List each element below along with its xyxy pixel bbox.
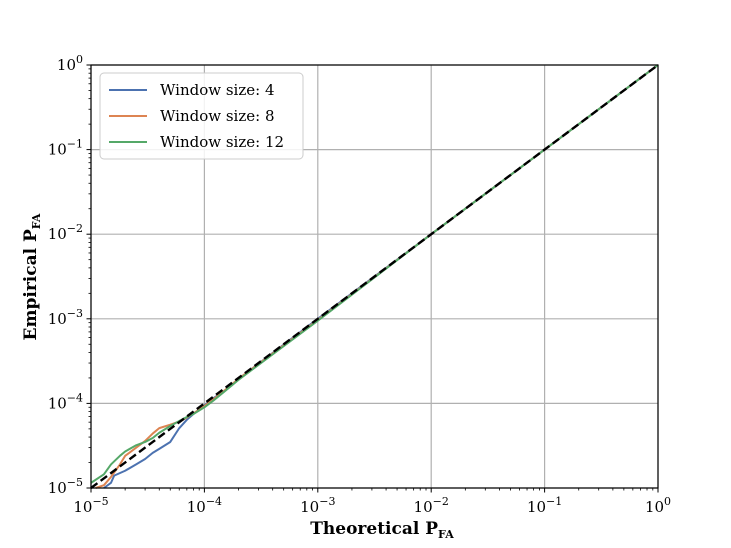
x-tick-label: 10−1 — [527, 495, 562, 516]
y-tick-label: 10−5 — [48, 476, 83, 497]
x-tick-label: 10−5 — [73, 495, 108, 516]
y-axis-title-sub: FA — [30, 213, 43, 229]
legend-box — [99, 72, 304, 160]
x-tick-label-exponent: −3 — [319, 495, 335, 508]
y-tick-label-base: 10 — [48, 479, 67, 497]
x-tick-label-base: 10 — [527, 498, 546, 516]
y-tick-label-exponent: −4 — [67, 391, 83, 404]
axes-border — [90, 64, 659, 489]
x-tick-label-base: 10 — [414, 498, 433, 516]
x-axis-title-base: Theoretical P — [310, 519, 438, 539]
x-tick-label-base: 10 — [645, 498, 664, 516]
y-axis-title-base: Empirical P — [21, 229, 41, 340]
x-tick-label: 10−4 — [187, 495, 222, 516]
y-axis-title: Empirical PFA — [21, 213, 43, 340]
x-tick-label-exponent: −2 — [433, 495, 449, 508]
y-tick-label: 10−4 — [48, 391, 83, 412]
y-tick-label-base: 10 — [48, 141, 67, 159]
x-tick-label-base: 10 — [300, 498, 319, 516]
x-tick-label-exponent: −5 — [92, 495, 108, 508]
reference-line — [90, 64, 659, 489]
x-tick-label: 10−3 — [300, 495, 335, 516]
x-tick-label-base: 10 — [73, 498, 92, 516]
y-tick-label-exponent: −5 — [67, 476, 83, 489]
x-tick-label-base: 10 — [187, 498, 206, 516]
series-layer — [90, 64, 659, 489]
y-tick-label: 10−3 — [48, 307, 83, 328]
legend-label-1: Window size: 4 — [160, 81, 275, 99]
axes-frame — [90, 64, 659, 489]
y-tick-label-base: 10 — [57, 56, 76, 74]
x-tick-label-exponent: 0 — [664, 495, 671, 508]
legend-label-3: Window size: 12 — [160, 133, 284, 151]
y-tick-label-exponent: −1 — [67, 138, 83, 151]
y-tick-label: 100 — [57, 53, 83, 74]
x-tick-label-exponent: −4 — [206, 495, 222, 508]
x-axis-title-sub: FA — [438, 528, 454, 541]
y-tick-label-base: 10 — [48, 394, 67, 412]
x-tick-label-exponent: −1 — [546, 495, 562, 508]
ticks: 10−510−510−410−410−310−310−210−210−110−1… — [48, 53, 671, 516]
y-tick-label-base: 10 — [48, 225, 67, 243]
legend: Window size: 4 Window size: 8 Window size:… — [99, 72, 304, 160]
y-tick-label-exponent: −3 — [67, 307, 83, 320]
x-tick-label: 10−2 — [414, 495, 449, 516]
x-axis-title: Theoretical PFA — [310, 519, 454, 541]
y-tick-label-exponent: −2 — [67, 222, 83, 235]
y-tick-label-base: 10 — [48, 310, 67, 328]
x-tick-label: 100 — [645, 495, 671, 516]
y-tick-label: 10−2 — [48, 222, 83, 243]
legend-label-2: Window size: 8 — [160, 107, 275, 125]
y-tick-label: 10−1 — [48, 138, 83, 159]
y-tick-label-exponent: 0 — [76, 53, 83, 66]
